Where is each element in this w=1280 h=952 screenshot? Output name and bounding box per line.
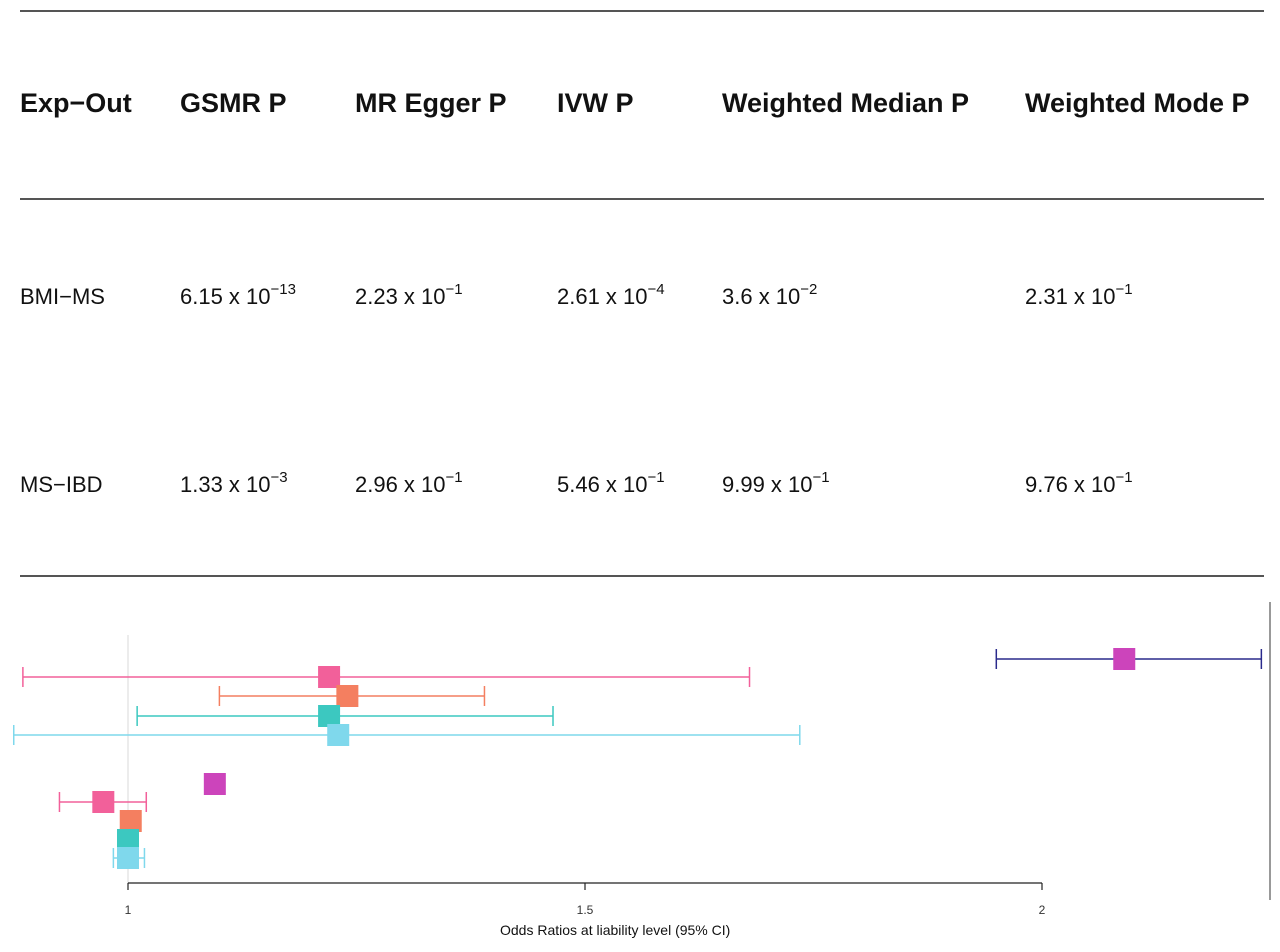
header-weighted-median-p: Weighted Median P — [722, 88, 970, 118]
x-axis-label: Odds Ratios at liability level (95% CI) — [500, 922, 731, 938]
p-value-cell: 9.99 x 10−1 — [722, 469, 830, 497]
estimate-marker — [1113, 648, 1136, 670]
header-weighted-mode-p: Weighted Mode P — [1025, 88, 1250, 118]
p-value-cell: 3.6 x 10−2 — [722, 281, 818, 309]
p-value-cell: 1.33 x 10−3 — [180, 469, 288, 497]
x-tick-label: 1.5 — [577, 903, 594, 917]
x-tick-label: 1 — [125, 903, 132, 917]
estimate-marker — [327, 724, 350, 746]
estimate-marker — [203, 773, 226, 795]
table-header-rule — [20, 198, 1264, 200]
p-value-cell: 2.61 x 10−4 — [557, 281, 665, 309]
p-value-cell: 2.96 x 10−1 — [355, 469, 463, 497]
p-value-cell: 5.46 x 10−1 — [557, 469, 665, 497]
p-value-cell: 9.76 x 10−1 — [1025, 469, 1133, 497]
forest-plot: 1 1.5 2 — [13, 602, 1271, 917]
estimate-marker — [119, 810, 142, 832]
estimate-marker — [117, 829, 139, 851]
estimate-marker — [318, 666, 341, 688]
estimate-marker — [117, 847, 139, 869]
header-mr-egger-p: MR Egger P — [355, 88, 507, 118]
p-value-cell: 2.23 x 10−1 — [355, 281, 463, 309]
x-tick-label: 2 — [1039, 903, 1046, 917]
header-exp-out: Exp−Out — [20, 88, 132, 118]
estimate-marker — [92, 791, 115, 813]
table-bottom-rule — [20, 575, 1264, 577]
table-top-rule — [20, 10, 1264, 12]
estimate-marker — [336, 685, 359, 707]
header-ivw-p: IVW P — [557, 88, 634, 118]
row-label: BMI−MS — [20, 284, 105, 309]
row-label: MS−IBD — [20, 472, 103, 497]
p-value-cell: 2.31 x 10−1 — [1025, 281, 1133, 309]
header-gsmr-p: GSMR P — [180, 88, 287, 118]
estimate-marker — [318, 705, 341, 727]
p-value-cell: 6.15 x 10−13 — [180, 281, 296, 309]
